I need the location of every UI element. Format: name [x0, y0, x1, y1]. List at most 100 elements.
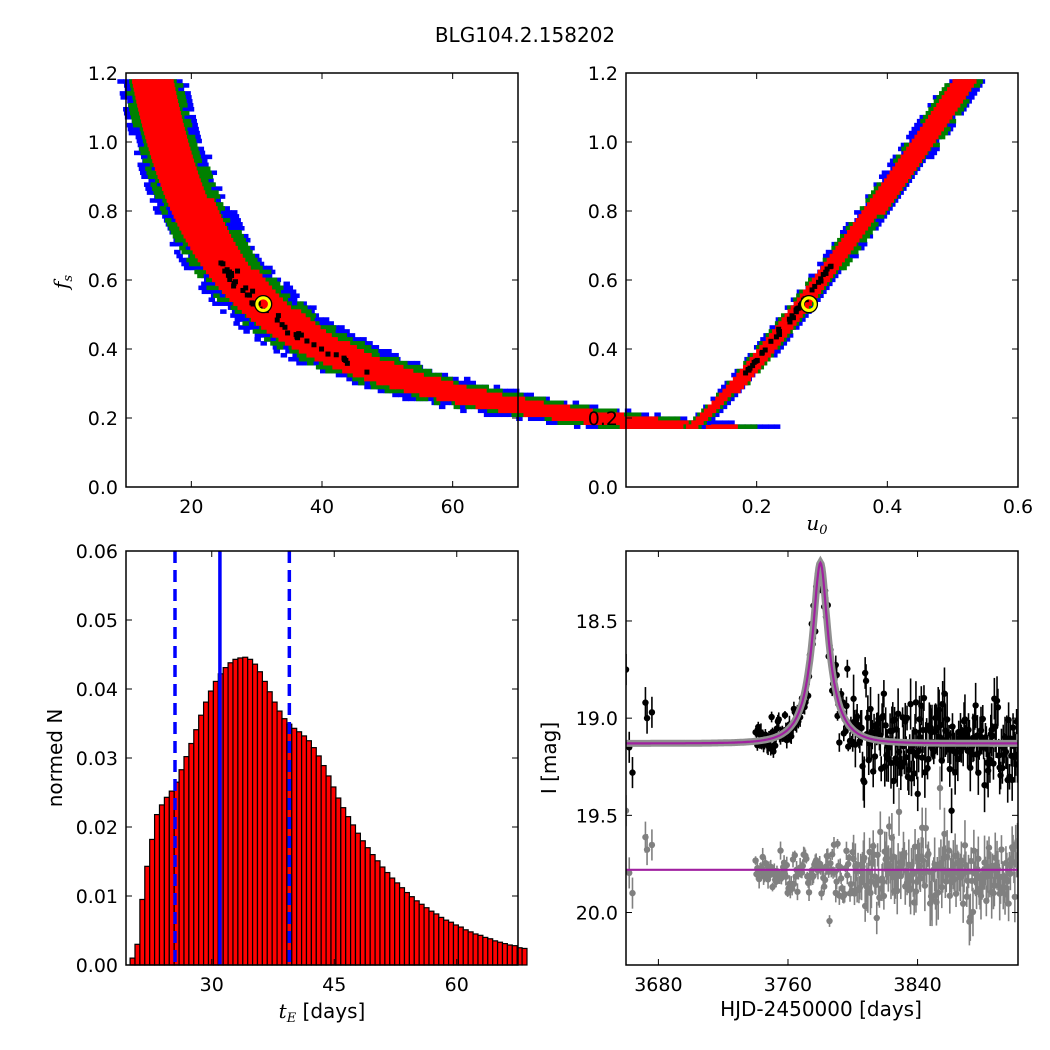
- tE-fs-cell: [314, 325, 321, 330]
- tE-fs-cell: [390, 388, 397, 394]
- histogram-bar: [433, 913, 440, 966]
- tE-fs-cell: [430, 384, 438, 390]
- tE-fs-cell: [215, 186, 223, 191]
- u0-fs-cell: [700, 420, 707, 425]
- tE-fs-cell: [190, 118, 197, 124]
- tE-fs-cell: [576, 412, 583, 418]
- tE-fs-cell: [204, 186, 212, 191]
- u0-fs-cell: [953, 95, 960, 100]
- tE-fs-cell: [618, 420, 626, 425]
- tE-fs-cell: [417, 372, 424, 378]
- u0-fs-cell: [717, 400, 724, 406]
- tE-fs-cell: [191, 170, 198, 176]
- tE-fs-cell: [397, 364, 404, 370]
- u0-fs-cell: [933, 114, 941, 120]
- u0-fs-chain-point: [745, 366, 751, 372]
- u0-fs-cell: [839, 233, 847, 239]
- tE-fs-cell: [241, 297, 248, 302]
- tE-fs-cell: [400, 368, 408, 374]
- tE-fs-cell: [210, 249, 217, 255]
- tE-fs-cell: [448, 384, 455, 390]
- tE-fs-cell: [168, 214, 175, 219]
- tE-fs-cell: [146, 170, 153, 176]
- tE-fs-cell: [296, 360, 303, 366]
- tE-fs-cell: [257, 289, 264, 295]
- tE-fs-cell: [395, 360, 402, 366]
- tE-fs-cell: [244, 325, 251, 330]
- residual-point: [810, 872, 817, 880]
- u0-fs-chain-point: [759, 350, 765, 356]
- tE-fs-cell: [225, 293, 233, 299]
- tE-fs-cell: [222, 249, 229, 255]
- tE-fs-cell: [290, 333, 297, 338]
- tE-fs-cell: [145, 134, 152, 140]
- tE-fs-cell: [175, 138, 183, 144]
- u0-fs-cell: [786, 333, 794, 338]
- u0-fs-cell: [945, 106, 952, 112]
- tE-fs-cell: [174, 249, 181, 255]
- tE-fs-cell: [178, 182, 185, 187]
- tE-fs-cell: [265, 273, 273, 279]
- tE-fs-cell: [334, 349, 341, 354]
- tE-fs-cell: [247, 297, 254, 302]
- tE-fs-cell: [411, 376, 418, 382]
- u0-fs-cell: [732, 376, 740, 382]
- u0-fs-cell: [914, 134, 921, 140]
- tE-fs-cell: [332, 364, 339, 370]
- tE-fs-cell: [213, 194, 221, 199]
- tE-fs-cell: [200, 174, 208, 179]
- tE-fs-cell: [190, 245, 197, 251]
- tE-fs-cell: [190, 166, 197, 172]
- tE-fs-cell: [629, 412, 636, 418]
- tE-fs-cell: [310, 305, 317, 310]
- u0-fs-cell: [925, 126, 933, 132]
- tE-fs-cell: [405, 380, 413, 386]
- tE-fs-chain-point: [275, 313, 281, 319]
- tE-fs-cell: [205, 269, 213, 275]
- tE-fs-cell: [278, 329, 285, 334]
- u0-fs-cell: [843, 261, 850, 267]
- tE-fs-cell: [148, 99, 155, 104]
- tE-fs-cell: [272, 333, 279, 338]
- histogram-bar: [345, 816, 352, 966]
- tE-fs-cell: [238, 257, 246, 263]
- tE-fs-cell: [551, 408, 558, 414]
- tE-fs-cell: [224, 253, 232, 259]
- tE-fs-cell: [731, 424, 738, 429]
- tE-fs-cell: [148, 126, 156, 132]
- tE-fs-cell: [216, 218, 224, 223]
- histogram-axes: 30 45 600.000.010.020.030.040.050.06: [76, 541, 519, 996]
- tE-fs-cell: [307, 329, 315, 334]
- tE-fs-cell: [299, 309, 306, 314]
- tE-fs-cell: [427, 388, 434, 394]
- tE-fs-cell: [243, 305, 250, 310]
- tE-fs-cell: [129, 106, 136, 112]
- tE-fs-cell: [226, 237, 234, 243]
- tE-fs-cell: [162, 198, 169, 203]
- tE-fs-cell: [570, 412, 577, 418]
- tE-fs-cell: [234, 218, 241, 223]
- tE-fs-cell: [563, 420, 570, 425]
- tE-fs-cell: [272, 329, 279, 334]
- tE-fs-cell: [197, 186, 204, 191]
- tE-fs-cell: [247, 269, 254, 275]
- tE-fs-cell: [286, 285, 294, 291]
- tE-fs-cell: [195, 182, 203, 187]
- tE-fs-cell: [609, 424, 617, 429]
- u0-fs-cell: [832, 249, 839, 255]
- tE-fs-cell: [359, 368, 367, 374]
- tE-fs-cell: [271, 309, 278, 314]
- residual-point: [805, 889, 813, 896]
- tE-fs-cell: [326, 341, 333, 346]
- u0-fs-cell: [877, 218, 885, 223]
- tE-fs-chain-point: [311, 342, 317, 348]
- tE-fs-cell: [204, 229, 212, 235]
- tE-fs-cell: [472, 392, 479, 398]
- tE-fs-cell: [250, 281, 258, 287]
- tE-fs-cell: [172, 103, 179, 108]
- residual-point: [799, 862, 807, 870]
- tE-fs-cell: [187, 130, 194, 136]
- tE-fs-cell: [184, 166, 191, 172]
- tE-fs-cell: [183, 182, 191, 187]
- tE-fs-cell: [191, 237, 199, 243]
